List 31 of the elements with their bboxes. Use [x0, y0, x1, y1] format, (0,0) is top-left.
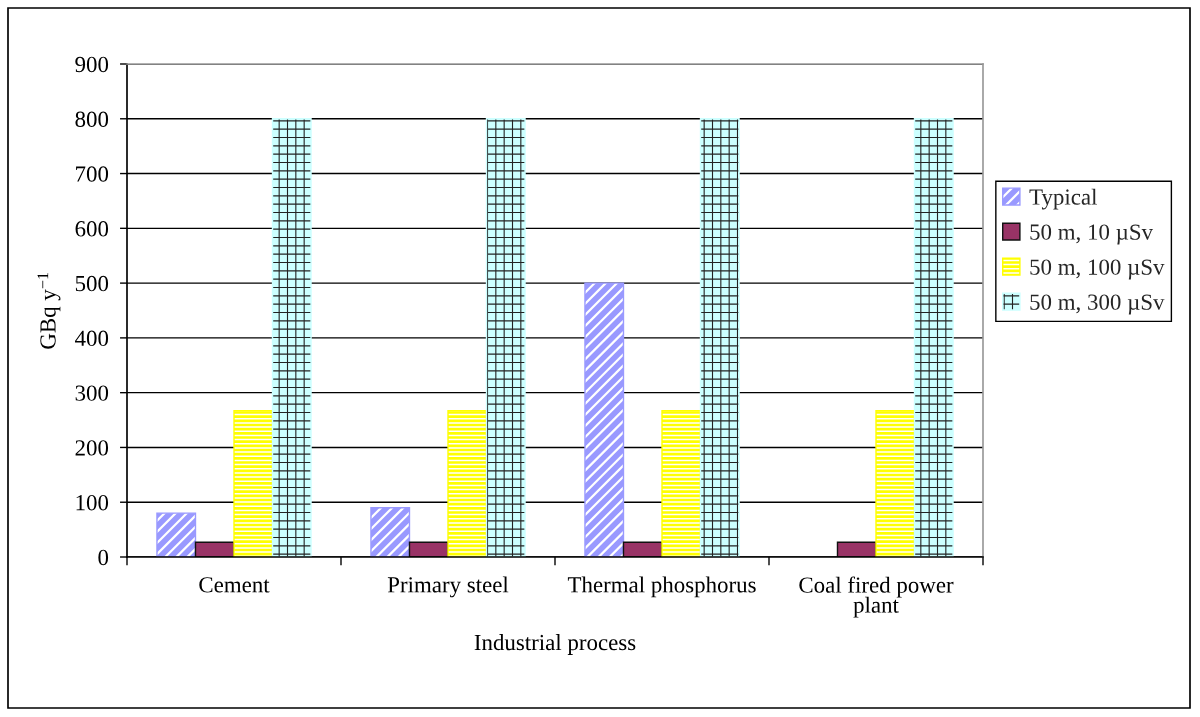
y-tick-label: 500 — [75, 275, 109, 292]
x-tick-label: Primary steel — [387, 576, 509, 598]
bar — [485, 118, 526, 557]
bar — [233, 410, 274, 557]
bar — [661, 410, 702, 557]
y-tick-label: 0 — [98, 549, 109, 566]
y-axis-title: GBq y$^{−1}$ — [37, 272, 61, 349]
legend-label: 50 m, 10 µSv — [1030, 224, 1154, 245]
x-tick-label: Cement — [199, 577, 270, 593]
y-tick-label: 600 — [75, 221, 109, 237]
x-axis-title: Industrial process — [474, 634, 636, 655]
y-tick-label: 400 — [75, 330, 109, 347]
bar — [913, 118, 954, 557]
y-tick-label: 200 — [75, 440, 109, 456]
bar — [699, 118, 740, 557]
y-tick-label: 100 — [76, 494, 109, 511]
bar — [156, 512, 197, 557]
bar — [370, 507, 411, 557]
y-tick-label: 800 — [75, 111, 109, 127]
y-tick-label: 900 — [75, 56, 109, 73]
bar — [271, 118, 312, 557]
x-tick-label: Thermal phosphorus — [567, 576, 756, 598]
bar — [584, 282, 625, 557]
bar — [447, 410, 488, 557]
x-tick-label: Coal fired power plant — [799, 576, 954, 618]
y-tick-label: 300 — [75, 385, 109, 401]
legend-label: 50 m, 100 µSv — [1030, 259, 1165, 280]
legend-label: Typical — [1029, 188, 1097, 210]
y-tick-label: 700 — [76, 166, 109, 182]
bar — [875, 410, 916, 557]
legend-label: 50 m, 300 µSv — [1030, 294, 1165, 315]
